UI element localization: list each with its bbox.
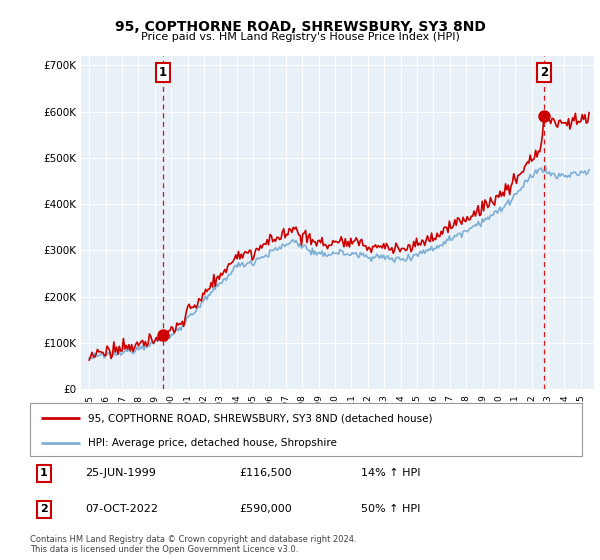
Text: Price paid vs. HM Land Registry's House Price Index (HPI): Price paid vs. HM Land Registry's House … <box>140 32 460 43</box>
Text: 25-JUN-1999: 25-JUN-1999 <box>85 468 156 478</box>
Text: 95, COPTHORNE ROAD, SHREWSBURY, SY3 8ND (detached house): 95, COPTHORNE ROAD, SHREWSBURY, SY3 8ND … <box>88 413 433 423</box>
Text: 1: 1 <box>159 66 167 79</box>
Text: Contains HM Land Registry data © Crown copyright and database right 2024.
This d: Contains HM Land Registry data © Crown c… <box>30 535 356 554</box>
Text: £590,000: £590,000 <box>240 505 293 515</box>
Text: £116,500: £116,500 <box>240 468 292 478</box>
Text: 14% ↑ HPI: 14% ↑ HPI <box>361 468 421 478</box>
Text: 50% ↑ HPI: 50% ↑ HPI <box>361 505 421 515</box>
Text: 1: 1 <box>40 468 47 478</box>
Text: 95, COPTHORNE ROAD, SHREWSBURY, SY3 8ND: 95, COPTHORNE ROAD, SHREWSBURY, SY3 8ND <box>115 20 485 34</box>
Text: HPI: Average price, detached house, Shropshire: HPI: Average price, detached house, Shro… <box>88 438 337 448</box>
Text: 2: 2 <box>540 66 548 79</box>
Text: 07-OCT-2022: 07-OCT-2022 <box>85 505 158 515</box>
FancyBboxPatch shape <box>30 403 582 456</box>
Text: 2: 2 <box>40 505 47 515</box>
